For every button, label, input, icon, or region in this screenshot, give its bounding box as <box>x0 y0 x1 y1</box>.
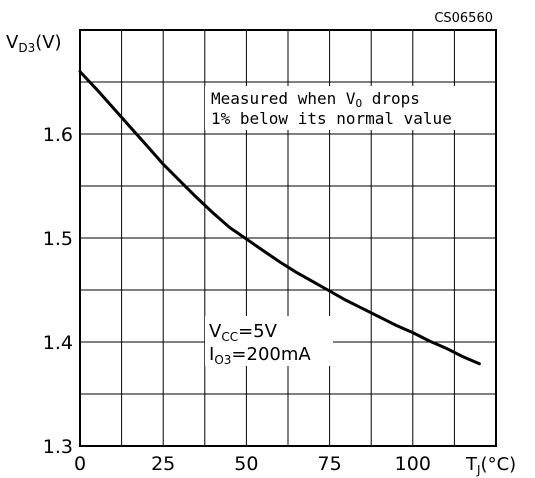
y-axis-label: VD3(V) <box>6 32 62 55</box>
x-tick-labels: 0 25 50 75 100 <box>74 453 431 475</box>
condition-vcc: VCC=5V <box>209 321 278 344</box>
y-axis-label-main: V <box>6 32 19 53</box>
condition-vcc-post: =5V <box>238 321 278 342</box>
x-tick-label: 25 <box>151 453 175 475</box>
condition-io: IO3=200mA <box>209 344 311 367</box>
y-axis-label-unit: (V) <box>35 32 61 53</box>
condition-vcc-sub: CC <box>221 330 238 344</box>
x-axis-label-main: T <box>465 454 478 475</box>
x-tick-label: 100 <box>395 453 431 475</box>
x-tick-label: 75 <box>318 453 342 475</box>
series-group <box>78 70 481 366</box>
y-tick-label: 1.6 <box>43 124 73 146</box>
annotation-measured: Measured when VO drops <box>211 89 420 110</box>
x-axis-label-unit: (°C) <box>481 454 517 475</box>
x-axis-label: TJ(°C) <box>465 454 516 477</box>
annotation-measured-post: drops <box>362 89 420 108</box>
annotation-box <box>205 86 459 130</box>
plot-border <box>79 29 497 447</box>
annotation-measured-pre: Measured when V <box>211 89 356 108</box>
y-tick-label: 1.3 <box>43 436 73 458</box>
condition-vcc-main: V <box>209 321 222 342</box>
condition-io-sub: O3 <box>214 353 231 367</box>
x-axis-label-sub: J <box>476 463 481 477</box>
condition-io-main: I <box>209 344 214 365</box>
y-tick-labels: 1.3 1.4 1.5 1.6 <box>43 124 73 458</box>
y-tick-label: 1.5 <box>43 228 73 250</box>
series-line <box>78 70 481 366</box>
y-tick-label: 1.4 <box>43 332 73 354</box>
annotation-measured-line2: 1% below its normal value <box>211 109 452 128</box>
x-tick-label: 50 <box>234 453 258 475</box>
y-axis-label-sub: D3 <box>18 41 35 55</box>
plot-frame <box>79 29 497 447</box>
chart-code: CS06560 <box>434 11 493 26</box>
x-tick-label: 0 <box>74 453 86 475</box>
conditions-box <box>205 316 333 366</box>
condition-io-post: =200mA <box>231 344 311 365</box>
annotation-measured-sub: O <box>356 97 363 110</box>
